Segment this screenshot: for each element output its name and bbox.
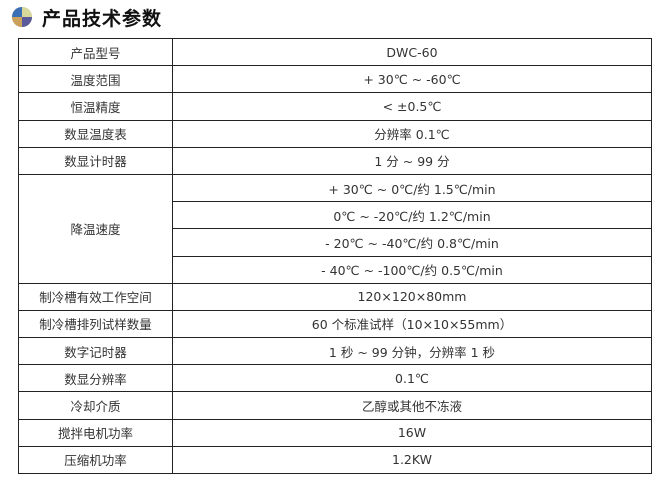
table-row: 数显分辨率 0.1℃ <box>18 364 652 393</box>
spec-value: - 20℃ ~ -40℃/约 0.8℃/min <box>172 228 652 257</box>
spec-value: 1.2KW <box>172 445 652 475</box>
spec-label: 产品型号 <box>18 37 173 67</box>
table-row: 数字记时器 1 秒 ~ 99 分钟，分辨率 1 秒 <box>18 337 652 366</box>
spec-label: 数显温度表 <box>18 119 173 148</box>
table-row: 制冷槽有效工作空间 120×120×80mm <box>18 282 652 311</box>
spec-value: < ±0.5℃ <box>172 92 652 121</box>
spec-value: 0.1℃ <box>172 364 652 393</box>
table-row: 产品型号 DWC-60 <box>18 37 652 67</box>
spec-label: 数显分辨率 <box>18 364 173 393</box>
spec-label: 制冷槽有效工作空间 <box>18 282 173 311</box>
table-row: 数显计时器 1 分 ~ 99 分 <box>18 146 652 175</box>
spec-value: 乙醇或其他不冻液 <box>172 391 652 420</box>
spec-label: 数字记时器 <box>18 337 173 366</box>
table-row: 恒温精度 < ±0.5℃ <box>18 92 652 121</box>
spec-value: + 30℃ ~ 0℃/约 1.5℃/min <box>172 173 652 203</box>
spec-value: 60 个标准试样（10×10×55mm） <box>172 309 652 339</box>
spec-value: 0℃ ~ -20℃/约 1.2℃/min <box>172 201 652 230</box>
table-row: 温度范围 + 30℃ ~ -60℃ <box>18 65 652 94</box>
section-title: 产品技术参数 <box>12 4 162 30</box>
spec-value: 1 秒 ~ 99 分钟，分辨率 1 秒 <box>172 337 652 366</box>
spec-label: 搅拌电机功率 <box>18 418 173 447</box>
quadrant-ball-icon <box>12 7 32 27</box>
table-row: 数显温度表 分辨率 0.1℃ <box>18 119 652 148</box>
table-row: - 20℃ ~ -40℃/约 0.8℃/min <box>19 228 652 257</box>
table-row: 搅拌电机功率 16W <box>18 418 652 447</box>
spec-value: 1 分 ~ 99 分 <box>172 146 652 175</box>
table-row: 0℃ ~ -20℃/约 1.2℃/min <box>19 201 652 230</box>
spec-label: 数显计时器 <box>18 146 173 175</box>
spec-value: 16W <box>172 418 652 447</box>
table-row: 制冷槽排列试样数量 60 个标准试样（10×10×55mm） <box>18 309 652 339</box>
spec-value: DWC-60 <box>172 37 652 67</box>
spec-table: 产品型号 DWC-60 温度范围 + 30℃ ~ -60℃ 恒温精度 < ±0.5℃ 数显温… <box>18 37 652 475</box>
table-row: 冷却介质 乙醇或其他不冻液 <box>18 391 652 420</box>
spec-label: 冷却介质 <box>18 391 173 420</box>
spec-label: 压缩机功率 <box>18 445 173 475</box>
table-row: 降温速度 + 30℃ ~ 0℃/约 1.5℃/min <box>18 173 652 284</box>
spec-value: - 40℃ ~ -100℃/约 0.5℃/min <box>172 255 652 284</box>
spec-value: 120×120×80mm <box>172 282 652 311</box>
spec-value: + 30℃ ~ -60℃ <box>172 65 652 94</box>
table-row: 压缩机功率 1.2KW <box>18 445 652 475</box>
spec-label: 制冷槽排列试样数量 <box>18 309 173 339</box>
spec-label: 温度范围 <box>18 65 173 94</box>
spec-label: 降温速度 <box>18 173 173 284</box>
page-title: 产品技术参数 <box>42 7 163 30</box>
spec-value: 分辨率 0.1℃ <box>172 119 652 148</box>
spec-label: 恒温精度 <box>18 92 173 121</box>
